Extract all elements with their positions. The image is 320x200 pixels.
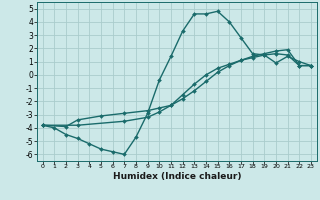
X-axis label: Humidex (Indice chaleur): Humidex (Indice chaleur): [113, 172, 241, 181]
